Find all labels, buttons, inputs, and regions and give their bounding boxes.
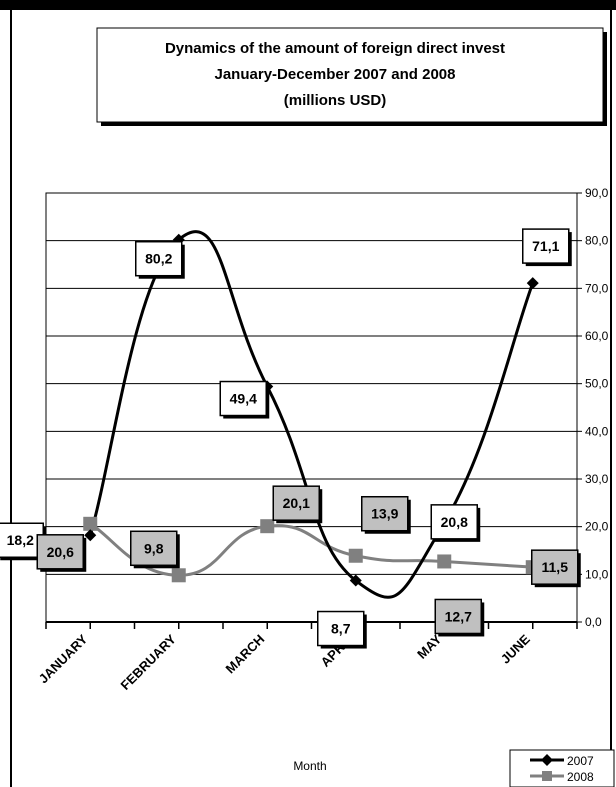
- plot-area: [45, 192, 578, 623]
- top-border-bar: [0, 0, 616, 10]
- y-tick-label: 60,0: [585, 329, 609, 343]
- svg-text:80,2: 80,2: [145, 251, 172, 267]
- data-label-2008: 13,9: [361, 495, 411, 534]
- chart-title-line-1: Dynamics of the amount of foreign direct…: [165, 40, 505, 57]
- chart-title-box: Dynamics of the amount of foreign direct…: [96, 27, 607, 126]
- svg-text:12,7: 12,7: [445, 608, 472, 624]
- data-label-2007: 18,2: [0, 522, 47, 561]
- data-label-2007: 49,4: [219, 380, 270, 419]
- y-tick-label: 0,0: [585, 615, 602, 629]
- legend-marker-2008: [542, 771, 552, 781]
- svg-text:13,9: 13,9: [371, 506, 398, 522]
- y-tick-label: 30,0: [585, 472, 609, 486]
- data-point-2007: [526, 277, 539, 290]
- legend: 2007 2008: [509, 749, 615, 787]
- y-tick-label: 90,0: [585, 186, 609, 200]
- data-point-2008: [260, 519, 275, 534]
- legend-label-2007: 2007: [567, 754, 594, 768]
- y-axis-ticks: 0,0 10,0 20,0 30,0 40,0 50,0 60,0 70,0 80,0 90,0: [577, 186, 609, 629]
- data-labels: 18,2 80,2 49,4 8,7 20,8 71,1 20,6 9,8 20,1 13,9 12…: [0, 228, 581, 649]
- data-label-2008: 20,6: [36, 534, 87, 572]
- chart-title-line-3: (millions USD): [284, 92, 387, 109]
- y-tick-label: 70,0: [585, 281, 609, 295]
- gridlines: [46, 240, 577, 575]
- data-point-2008: [171, 568, 186, 583]
- svg-text:8,7: 8,7: [331, 621, 351, 637]
- svg-text:11,5: 11,5: [542, 559, 569, 575]
- data-point-2008: [83, 516, 98, 531]
- chart-title-line-2: January-December 2007 and 2008: [215, 66, 456, 83]
- y-tick-label: 20,0: [585, 520, 609, 534]
- data-point-2007: [84, 529, 97, 542]
- data-label-2007: 71,1: [522, 228, 572, 267]
- data-label-2007: 20,8: [430, 504, 481, 542]
- y-tick-label: 10,0: [585, 567, 609, 581]
- data-label-2007: 80,2: [135, 240, 185, 279]
- data-label-2008: 11,5: [531, 549, 581, 588]
- svg-text:49,4: 49,4: [230, 391, 257, 407]
- data-label-2008: 12,7: [434, 598, 485, 637]
- svg-text:20,8: 20,8: [441, 514, 468, 530]
- svg-text:20,1: 20,1: [283, 495, 310, 511]
- data-point-2007: [349, 574, 362, 587]
- y-tick-label: 80,0: [585, 234, 609, 248]
- x-axis-title: Month: [293, 759, 326, 773]
- data-label-2008: 9,8: [130, 530, 180, 569]
- legend-marker-2007: [541, 754, 553, 766]
- series-line-2007: [88, 230, 535, 599]
- svg-text:9,8: 9,8: [144, 540, 164, 556]
- svg-text:18,2: 18,2: [7, 532, 34, 548]
- svg-text:71,1: 71,1: [532, 238, 559, 254]
- y-tick-label: 40,0: [585, 424, 609, 438]
- data-label-2008: 20,1: [272, 485, 323, 524]
- svg-text:20,6: 20,6: [47, 544, 74, 560]
- legend-label-2008: 2008: [567, 770, 594, 784]
- y-tick-label: 50,0: [585, 377, 609, 391]
- data-label-2007: 8,7: [317, 610, 367, 649]
- data-point-2008: [437, 554, 452, 569]
- data-point-2008: [348, 548, 363, 563]
